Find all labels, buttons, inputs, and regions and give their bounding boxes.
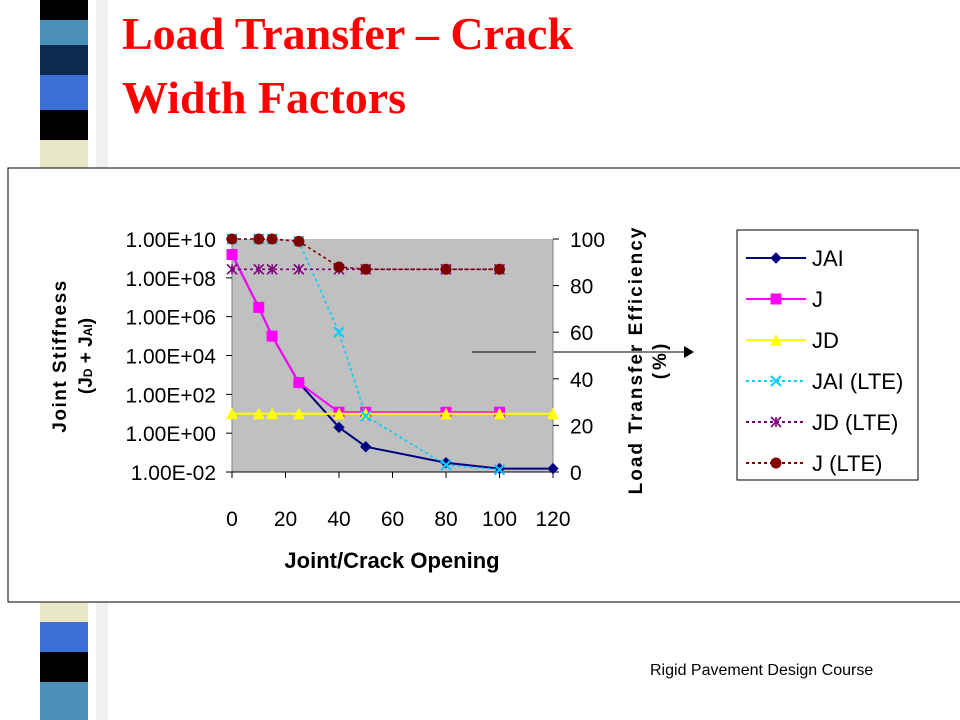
series-line	[232, 238, 500, 471]
marker	[266, 407, 278, 420]
y-label-part: (J	[76, 377, 97, 394]
footer: Rigid Pavement Design Course	[650, 662, 874, 679]
x-tick-label: 40	[327, 508, 350, 531]
marker	[293, 377, 305, 389]
marker	[360, 441, 372, 453]
x-axis-label: Joint/Crack Opening	[284, 548, 499, 573]
marker	[333, 421, 345, 434]
y-tick-label: 1.00E+06	[125, 307, 216, 330]
y2-axis-label: Load Transfer Efficiency	[626, 226, 647, 495]
arrow-head	[684, 346, 694, 358]
y2-axis-label-group: Load Transfer Efficiency (%)	[626, 226, 671, 495]
y2-tick-label: 80	[570, 276, 593, 299]
y-tick-label: 1.00E+02	[125, 384, 216, 407]
x-tick-label: 100	[482, 508, 517, 531]
slide-title: Load Transfer – Crack Width Factors	[122, 8, 574, 123]
y-label-part: )	[76, 318, 97, 324]
plot-area	[232, 239, 553, 472]
marker	[226, 248, 238, 260]
y-label-sub: AI	[81, 324, 95, 336]
y-tick-label: 1.00E+10	[125, 229, 216, 252]
y-axis-label-2: (JD + JAI)	[76, 318, 97, 394]
legend-marker	[770, 457, 782, 469]
x-tick-label: 80	[434, 508, 457, 531]
marker	[493, 407, 506, 420]
legend-label: J	[812, 287, 823, 312]
y2-tick-label: 60	[570, 322, 593, 345]
y-tick-label: 1.00E+00	[125, 423, 216, 446]
legend-marker	[770, 293, 782, 305]
legend-marker	[770, 375, 782, 387]
marker	[360, 410, 372, 422]
marker	[547, 462, 559, 475]
series-line	[232, 238, 500, 271]
legend-box	[736, 229, 919, 481]
x-tick-label: 120	[535, 508, 570, 531]
marker	[440, 263, 452, 275]
marker	[226, 233, 238, 245]
y2-tick-label: 0	[570, 462, 582, 485]
legend-marker	[770, 333, 782, 346]
y-tick-label: 1.00E+08	[125, 268, 216, 291]
marker	[266, 233, 278, 245]
x-tick-label: 0	[226, 508, 238, 531]
legend-label: JD	[812, 328, 839, 353]
marker	[333, 261, 345, 273]
y-axis-label: Joint Stiffness	[50, 279, 71, 432]
marker	[440, 407, 452, 420]
y-tick-label: 1.00E-02	[131, 462, 216, 485]
marker	[333, 407, 345, 420]
y-axis-label-group: Joint Stiffness (JD + JAI)	[50, 279, 97, 432]
marker	[440, 459, 452, 471]
y-label-sub: D	[81, 368, 95, 377]
legend-marker	[770, 252, 782, 264]
marker	[266, 330, 278, 342]
marker	[360, 263, 372, 275]
marker	[293, 263, 305, 275]
marker	[494, 263, 506, 275]
legend-label: JAI (LTE)	[812, 369, 903, 394]
marker	[333, 326, 345, 338]
marker	[293, 235, 305, 247]
x-tick-label: 20	[274, 508, 297, 531]
y2-axis-label-2: (%)	[650, 341, 671, 380]
marker	[493, 463, 506, 476]
marker	[293, 407, 305, 420]
y-tick-label: 1.00E+04	[125, 346, 216, 369]
legend-marker	[770, 416, 782, 428]
marker	[226, 407, 238, 420]
marker	[547, 407, 559, 420]
marker	[253, 233, 265, 245]
x-tick-label: 60	[381, 508, 404, 531]
marker	[252, 407, 265, 420]
y2-tick-label: 40	[570, 369, 593, 392]
left-strip	[40, 0, 108, 720]
marker	[253, 263, 265, 275]
legend-label: J (LTE)	[812, 451, 882, 476]
y2-tick-label: 100	[570, 229, 605, 252]
marker	[266, 263, 278, 275]
marker	[226, 263, 238, 275]
legend-label: JAI	[812, 246, 844, 271]
marker	[253, 301, 265, 313]
legend-label: JD (LTE)	[812, 410, 898, 435]
y-label-part: + J	[76, 336, 97, 368]
y2-tick-label: 20	[570, 415, 593, 438]
